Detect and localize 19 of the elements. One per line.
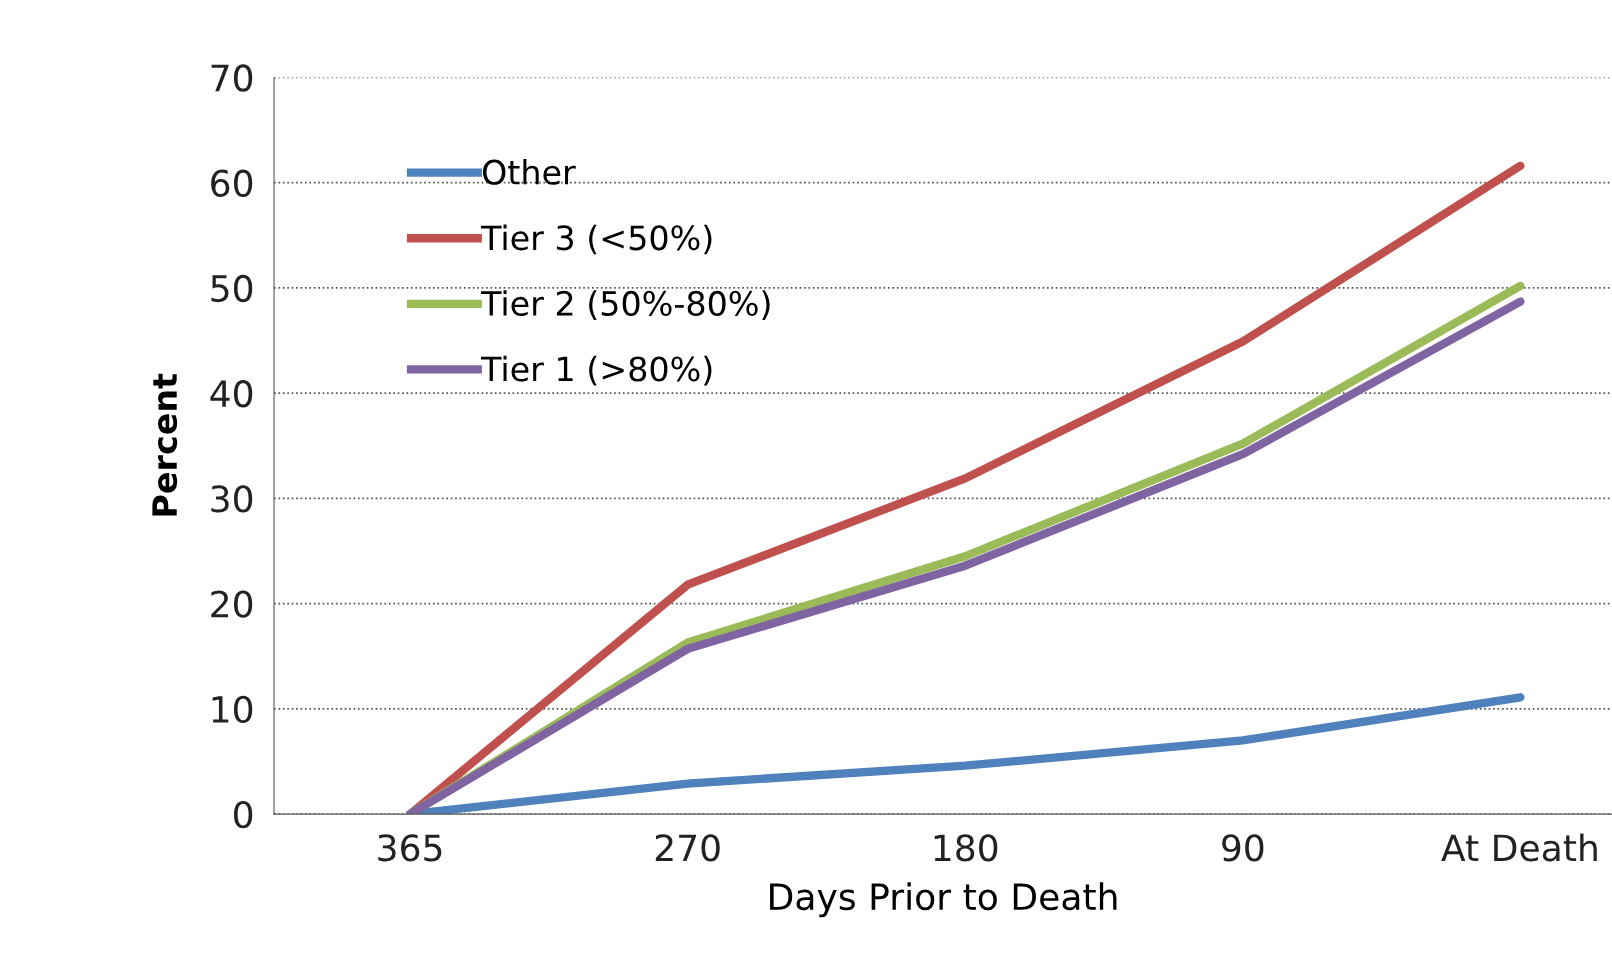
y-tick-label: 30: [211, 485, 253, 513]
y-tick-label: 20: [211, 590, 253, 618]
y-tick-label: 40: [210, 380, 253, 408]
legend-label: Tier 2 (50%-80%): [480, 290, 770, 320]
x-tick-label: 90: [1222, 834, 1264, 862]
x-tick-label: 270: [655, 834, 720, 862]
legend-label: Tier 1 (>80%): [480, 355, 712, 386]
legend-label: Tier 3 (<50%): [480, 224, 712, 255]
y-tick-label: 0: [234, 801, 253, 829]
y-axis-title: Percent: [152, 373, 178, 516]
legend-label: Other: [482, 159, 576, 185]
x-tick-label: 180: [934, 834, 998, 862]
x-axis-title: Days Prior to Death: [770, 882, 1117, 918]
x-tick-label: 365: [378, 834, 442, 862]
y-tick-label: 10: [212, 695, 253, 724]
y-tick-label: 60: [211, 169, 253, 197]
y-tick-label: 70: [211, 64, 253, 92]
x-tick-label: At Death: [1441, 833, 1597, 862]
y-tick-label: 50: [211, 274, 253, 303]
